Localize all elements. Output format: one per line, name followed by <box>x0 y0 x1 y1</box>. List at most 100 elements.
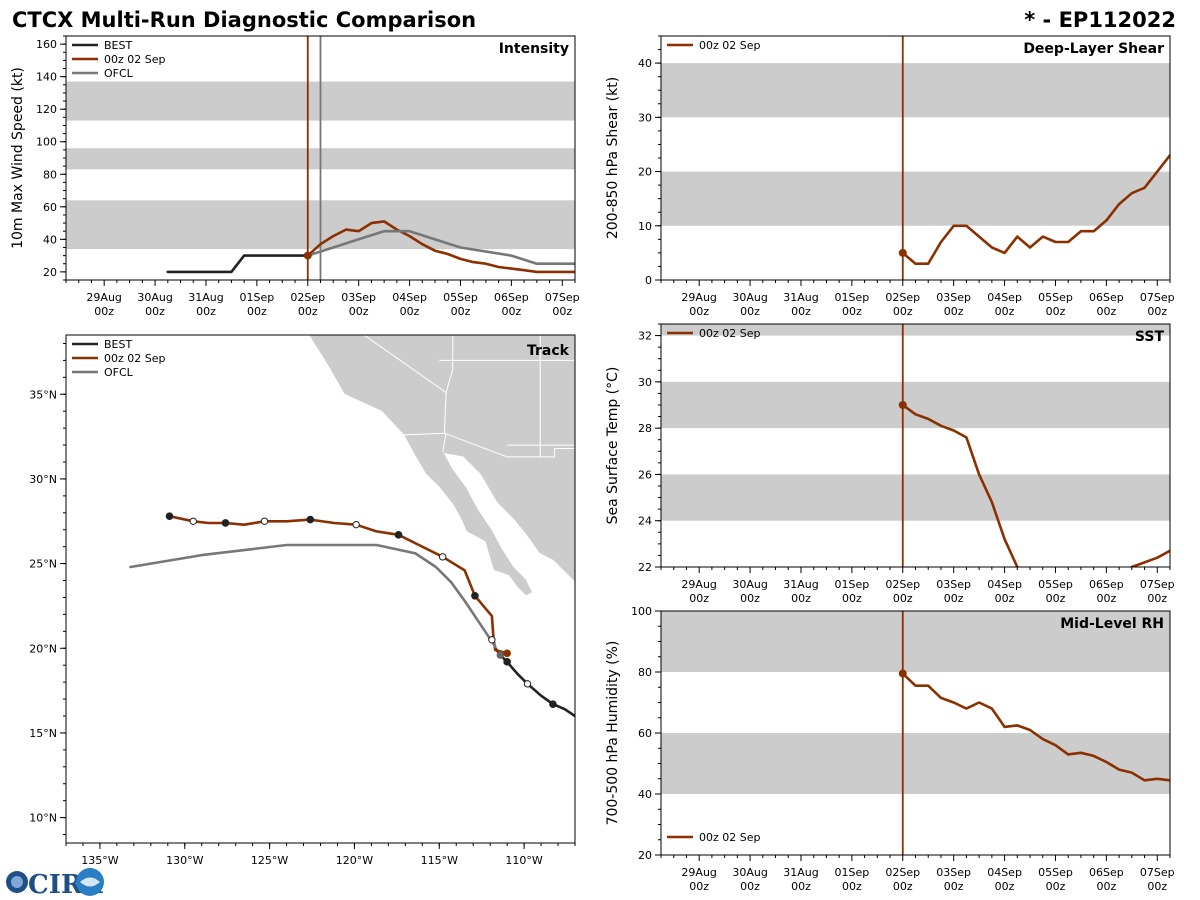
track-point-run <box>394 531 403 539</box>
x-tick-hour-label: 00z <box>995 305 1015 318</box>
threshold-band <box>661 474 1170 521</box>
series-line-run <box>306 220 575 274</box>
series-line-run <box>901 154 1170 266</box>
x-tick-day-label: 02Sep <box>290 291 325 304</box>
y-tick-label: 80 <box>43 168 57 181</box>
legend-label-best: BEST <box>104 39 132 52</box>
x-tick-day-label: 05Sep <box>1038 866 1073 879</box>
track-point-run <box>306 515 315 524</box>
intensity-panel: 20 40 60 80 100 120 140 160 10m Max Wind Speed (… <box>10 35 580 318</box>
y-tick-label: 40 <box>638 57 652 70</box>
track-point-best <box>549 700 557 708</box>
lat-tick-label: 25°N <box>29 558 57 571</box>
track-point-run <box>488 636 496 644</box>
x-tick-hour-label: 00z <box>791 592 811 605</box>
x-tick-day-label: 06Sep <box>494 291 529 304</box>
threshold-band <box>661 611 1170 672</box>
threshold-band <box>661 63 1170 118</box>
x-tick-hour-label: 00z <box>400 305 420 318</box>
x-tick-hour-label: 00z <box>451 305 471 318</box>
track-line-ofcl <box>129 543 497 648</box>
plot-area <box>661 324 1170 567</box>
y-tick-label: 10 <box>638 220 652 233</box>
lat-tick-label: 30°N <box>29 473 57 486</box>
x-tick-hour-label: 00z <box>689 592 709 605</box>
x-tick-hour-label: 00z <box>552 305 572 318</box>
y-tick-label: 120 <box>36 103 57 116</box>
x-tick-day-label: 02Sep <box>885 866 920 879</box>
track-point-run <box>352 520 360 529</box>
y-tick-label: 80 <box>638 666 652 679</box>
plot-area <box>661 36 1170 280</box>
track-point-run <box>438 553 447 561</box>
x-tick-hour-label: 00z <box>944 592 964 605</box>
x-tick-hour-label: 00z <box>995 880 1015 893</box>
lon-tick-label: 130°W <box>166 854 203 867</box>
x-tick-hour-label: 00z <box>349 305 369 318</box>
x-tick-day-label: 29Aug <box>86 291 121 304</box>
x-tick-hour-label: 00z <box>1147 305 1167 318</box>
track-point-run <box>189 517 197 525</box>
x-tick-day-label: 30Aug <box>732 578 767 591</box>
x-tick-hour-label: 00z <box>689 305 709 318</box>
x-tick-hour-label: 00z <box>740 305 760 318</box>
track-point-best <box>503 658 511 666</box>
lat-tick-label: 20°N <box>29 642 57 655</box>
lat-tick-label: 35°N <box>29 388 57 401</box>
x-tick-day-label: 29Aug <box>681 291 716 304</box>
x-tick-hour-label: 00z <box>995 592 1015 605</box>
panel-title: Intensity <box>499 41 569 57</box>
x-tick-hour-label: 00z <box>501 305 521 318</box>
x-tick-day-label: 06Sep <box>1089 866 1124 879</box>
x-tick-day-label: 07Sep <box>1140 866 1175 879</box>
x-tick-day-label: 06Sep <box>1089 291 1124 304</box>
lon-tick-label: 110°W <box>505 854 542 867</box>
x-tick-hour-label: 00z <box>893 305 913 318</box>
x-tick-day-label: 02Sep <box>885 291 920 304</box>
track-point-run <box>221 519 230 527</box>
y-tick-label: 26 <box>638 468 652 481</box>
init-point-marker <box>303 251 312 260</box>
x-tick-day-label: 03Sep <box>936 866 971 879</box>
x-tick-day-label: 31Aug <box>783 291 818 304</box>
track-point-best <box>496 651 505 659</box>
init-point-marker <box>898 669 907 678</box>
panel-title: Mid-Level RH <box>1060 616 1164 632</box>
x-tick-hour-label: 00z <box>791 305 811 318</box>
threshold-band <box>661 324 1170 336</box>
x-tick-hour-label: 00z <box>94 305 114 318</box>
x-tick-day-label: 30Aug <box>732 866 767 879</box>
y-axis-label: 10m Max Wind Speed (kt) <box>10 67 26 249</box>
legend-label-run: 00z 02 Sep <box>699 831 761 844</box>
cira-logo: CIRA <box>6 868 104 900</box>
y-tick-label: 60 <box>43 201 57 214</box>
x-tick-day-label: 03Sep <box>341 291 376 304</box>
track-point-run <box>260 517 269 525</box>
shear-panel: 0 10 20 30 40 200-850 hPa Shear (kt) Deep-Laye… <box>605 35 1175 318</box>
plot-area <box>661 611 1170 855</box>
panel-title: Track <box>527 343 570 359</box>
figure-title: CTCX Multi-Run Diagnostic Comparison <box>12 8 476 32</box>
init-point-marker <box>898 401 907 409</box>
lat-tick-label: 10°N <box>29 812 57 825</box>
x-tick-hour-label: 00z <box>842 880 862 893</box>
track-line-run <box>168 514 509 655</box>
y-tick-label: 20 <box>638 166 652 179</box>
plot-area <box>66 36 575 280</box>
x-tick-day-label: 29Aug <box>681 866 716 879</box>
track-point-run <box>503 649 511 658</box>
x-tick-hour-label: 00z <box>1147 592 1167 605</box>
land-mass <box>308 335 575 597</box>
y-tick-label: 0 <box>645 274 652 287</box>
x-tick-day-label: 04Sep <box>392 291 427 304</box>
x-tick-day-label: 03Sep <box>936 578 971 591</box>
x-tick-hour-label: 00z <box>842 305 862 318</box>
track-point-run <box>165 512 174 520</box>
legend-label-run: 00z 02 Sep <box>699 327 761 340</box>
legend-label-run: 00z 02 Sep <box>104 53 166 66</box>
threshold-band <box>661 381 1170 429</box>
x-tick-day-label: 07Sep <box>545 291 580 304</box>
x-tick-hour-label: 00z <box>1046 880 1066 893</box>
y-tick-label: 22 <box>638 561 652 574</box>
